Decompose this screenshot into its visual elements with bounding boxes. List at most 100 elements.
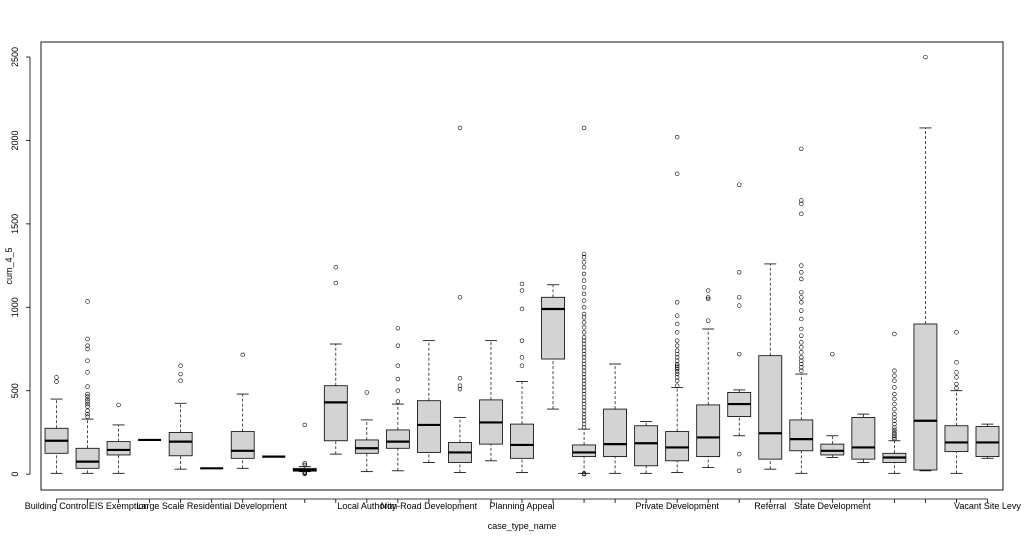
outlier-point xyxy=(892,373,897,378)
outlier-point xyxy=(519,363,525,368)
outlier-point xyxy=(892,436,897,442)
outlier-point xyxy=(85,408,90,413)
outlier-point xyxy=(581,418,587,423)
outlier-point xyxy=(581,285,587,290)
outlier-point xyxy=(85,399,90,404)
outlier-point xyxy=(799,358,804,363)
box-group xyxy=(75,299,100,474)
outlier-point xyxy=(892,415,897,420)
outlier-point xyxy=(799,345,804,350)
outlier-point xyxy=(581,425,587,430)
outlier-point xyxy=(799,333,804,338)
outlier-point xyxy=(581,375,587,380)
plot-frame xyxy=(40,41,1004,491)
outlier-point xyxy=(674,375,680,380)
outlier-point xyxy=(799,290,804,295)
outlier-point xyxy=(737,182,742,187)
outlier-point xyxy=(954,381,959,387)
outlier-point xyxy=(85,414,90,419)
outlier-point xyxy=(892,378,897,383)
outlier-point xyxy=(674,348,680,353)
box-body xyxy=(230,431,255,459)
outlier-point xyxy=(923,54,928,60)
box-group xyxy=(323,265,348,455)
box-group xyxy=(851,413,876,463)
box-group xyxy=(572,125,596,477)
box-body xyxy=(541,296,565,360)
box-group xyxy=(975,423,1000,459)
outlier-point xyxy=(581,125,587,131)
box-body xyxy=(634,425,659,467)
outlier-point xyxy=(178,378,183,383)
outlier-point xyxy=(581,341,587,347)
outlier-point xyxy=(892,430,897,435)
outlier-point xyxy=(581,378,587,383)
outlier-point xyxy=(830,351,835,357)
outlier-point xyxy=(954,386,959,391)
outlier-point xyxy=(581,371,587,377)
outlier-point xyxy=(457,125,463,131)
outlier-point xyxy=(581,391,587,397)
outlier-point xyxy=(581,395,587,400)
outlier-point xyxy=(674,313,680,318)
box-group xyxy=(541,284,565,410)
outlier-point xyxy=(85,358,90,363)
outlier-point xyxy=(302,461,307,466)
outlier-point xyxy=(581,335,587,340)
x-tick-label: State Development xyxy=(794,501,871,511)
outlier-point xyxy=(799,270,804,275)
outlier-point xyxy=(581,398,587,403)
box-group xyxy=(727,182,752,474)
outlier-point xyxy=(737,351,742,357)
outlier-point xyxy=(581,311,587,317)
box-group xyxy=(789,146,814,474)
outlier-point xyxy=(737,303,742,308)
outlier-point xyxy=(85,299,90,304)
outlier-point xyxy=(737,295,742,300)
outlier-point xyxy=(954,375,959,380)
outlier-point xyxy=(737,270,742,275)
outlier-point xyxy=(116,402,121,408)
box-group xyxy=(292,422,317,477)
box-group xyxy=(106,402,131,474)
box-body xyxy=(417,400,441,453)
y-tick-label: 2000 xyxy=(10,130,20,150)
y-axis-title: cum_4_5 xyxy=(4,247,14,284)
y-tick-label: 1000 xyxy=(10,297,20,317)
x-tick-label: Planning Appeal xyxy=(489,501,554,511)
outlier-point xyxy=(581,348,587,353)
y-tick-label: 2500 xyxy=(10,47,20,67)
outlier-point xyxy=(674,366,680,372)
outlier-point xyxy=(85,346,90,352)
outlier-point xyxy=(302,469,307,475)
outlier-point xyxy=(799,316,804,322)
outlier-point xyxy=(302,462,307,468)
box-body xyxy=(696,404,721,458)
outlier-point xyxy=(799,276,804,282)
outlier-point xyxy=(799,361,804,367)
outlier-point xyxy=(85,396,90,402)
outlier-point xyxy=(799,365,804,370)
x-tick-label: Local Authority xyxy=(337,501,397,511)
outlier-point xyxy=(799,300,804,305)
outlier-point xyxy=(519,355,525,360)
outlier-point xyxy=(892,418,897,423)
box-body xyxy=(572,444,596,458)
outlier-point xyxy=(892,368,897,373)
outlier-point xyxy=(674,355,680,360)
box-group xyxy=(913,54,938,472)
outlier-point xyxy=(581,345,587,350)
x-tick-label: EIS Exemption xyxy=(89,501,149,511)
outlier-point xyxy=(705,296,711,302)
outlier-point xyxy=(737,451,742,457)
outlier-point xyxy=(892,431,897,437)
box-group xyxy=(354,390,379,473)
outlier-point xyxy=(581,330,587,335)
x-tick-label: Referral xyxy=(754,501,786,511)
y-tick-label: 1500 xyxy=(10,214,20,234)
outlier-point xyxy=(892,435,897,440)
box-group xyxy=(479,340,503,462)
x-tick-label: Vacant Site Levy xyxy=(954,501,1021,511)
box-body xyxy=(354,439,379,454)
